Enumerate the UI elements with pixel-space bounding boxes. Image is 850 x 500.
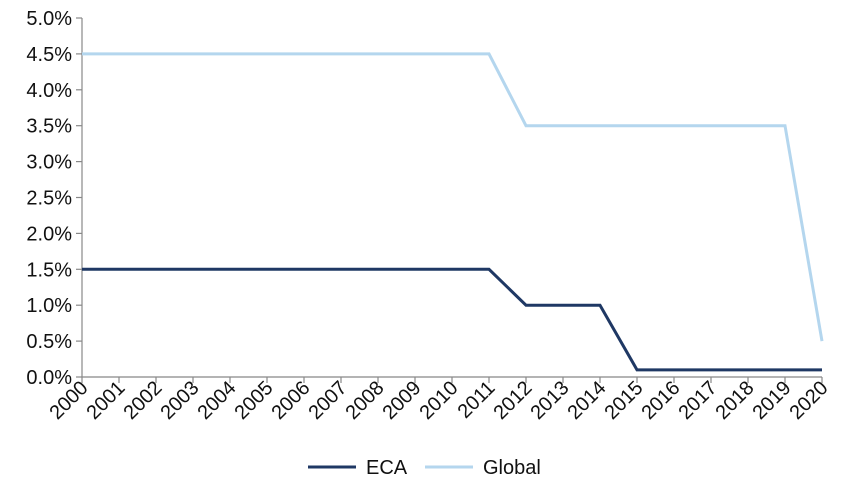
legend-label-global: Global: [483, 457, 541, 479]
x-tick-label: 2016: [638, 377, 685, 424]
x-tick-label: 2004: [194, 377, 241, 424]
x-tick-label: 2010: [416, 377, 463, 424]
y-tick-label: 2.5%: [26, 188, 72, 210]
y-tick-label: 4.0%: [26, 80, 72, 102]
x-tick-label: 2017: [675, 377, 722, 424]
y-tick-label: 4.5%: [26, 44, 72, 66]
legend: ECA Global: [308, 457, 541, 479]
x-tick-label: 2005: [231, 377, 278, 424]
series-line-eca: [82, 267, 822, 372]
x-tick-label: 2012: [490, 377, 537, 424]
x-tick-label: 2019: [749, 377, 796, 424]
y-tick-label: 1.5%: [26, 259, 72, 281]
x-tick-label: 2013: [527, 377, 574, 424]
x-tick-label: 2001: [83, 377, 130, 424]
x-tick-label: 2003: [157, 377, 204, 424]
y-tick-label: 1.0%: [26, 295, 72, 317]
x-tick-label: 2014: [564, 377, 611, 424]
x-tick-label: 2015: [601, 377, 648, 424]
y-tick-label: 5.0%: [26, 8, 72, 30]
x-tick-label: 2011: [454, 377, 500, 423]
y-tick-label: 0.0%: [26, 367, 72, 389]
legend-label-eca: ECA: [366, 457, 408, 479]
y-tick-label: 2.0%: [26, 223, 72, 245]
x-tick-label: 2020: [786, 377, 833, 424]
x-tick-label: 2018: [712, 377, 759, 424]
x-tick-label: 2009: [379, 377, 426, 424]
y-tick-label: 3.5%: [26, 116, 72, 138]
series-layer: [82, 52, 824, 372]
x-tick-label: 2007: [305, 377, 352, 424]
x-tick-label: 2002: [120, 377, 167, 424]
x-tick-label: 2006: [268, 377, 315, 424]
x-axis: 2000200120022003200420052006200720082009…: [46, 376, 833, 424]
y-tick-label: 0.5%: [26, 331, 72, 353]
x-tick-label: 2008: [342, 377, 389, 424]
y-axis: 0.0% 0.5% 1.0% 1.5% 2.0% 2.5% 3.0% 3.5% 4.0% 4.5%…: [26, 8, 83, 389]
y-tick-label: 3.0%: [26, 152, 72, 174]
series-line-global: [82, 52, 824, 342]
